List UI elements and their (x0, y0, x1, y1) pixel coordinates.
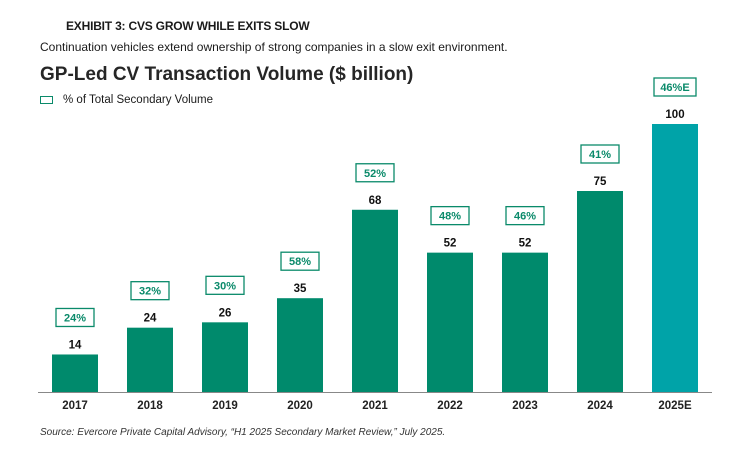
pct-box-2025E (653, 77, 697, 97)
pct-box-2024 (580, 144, 620, 164)
value-label-2025E: 100 (665, 109, 684, 121)
pct-label-2020: 58% (289, 256, 311, 268)
pct-box-2019 (205, 275, 245, 295)
chart-title: GP-Led CV Transaction Volume ($ billion) (40, 64, 414, 85)
x-tick-label-2022: 2022 (437, 400, 463, 412)
x-tick-label-2023: 2023 (512, 400, 538, 412)
source-note: Source: Evercore Private Capital Advisor… (40, 427, 446, 438)
x-tick-label-2020: 2020 (287, 400, 313, 412)
x-tick-label-2025E: 2025E (658, 400, 692, 412)
value-label-2023: 52 (519, 238, 532, 250)
pct-box-2023 (505, 205, 545, 226)
chart-subtitle: Continuation vehicles extend ownership o… (40, 40, 508, 54)
x-tick-label-2024: 2024 (587, 400, 613, 412)
bar-2021 (352, 209, 398, 392)
bar-2019 (202, 322, 248, 392)
value-label-2018: 24 (144, 313, 157, 325)
bar-2017 (52, 354, 98, 392)
value-label-2017: 14 (69, 339, 82, 351)
pct-label-2022: 48% (439, 211, 461, 223)
pct-box-2021 (355, 163, 395, 183)
legend-label: % of Total Secondary Volume (63, 94, 214, 106)
bar-2023 (502, 252, 548, 392)
pct-label-2019: 30% (214, 280, 236, 292)
value-label-2019: 26 (219, 307, 232, 319)
pct-box-2020 (280, 251, 320, 271)
pct-label-2025E: 46%E (660, 82, 689, 94)
legend: % of Total Secondary Volume (40, 94, 213, 106)
x-tick-label-2018: 2018 (137, 400, 163, 412)
bar-2025E (652, 124, 698, 392)
pct-label-2023: 46% (514, 211, 536, 223)
bar-2018 (127, 327, 173, 392)
x-tick-label-2017: 2017 (62, 400, 88, 412)
bar-2020 (277, 298, 323, 392)
pct-box-2018 (130, 281, 170, 301)
value-label-2021: 68 (369, 195, 382, 207)
value-label-2024: 75 (594, 176, 607, 188)
pct-label-2018: 32% (139, 286, 161, 298)
exhibit-label: EXHIBIT 3: CVS GROW WHILE EXITS SLOW (66, 19, 310, 33)
pct-label-2021: 52% (364, 168, 386, 180)
x-tick-label-2021: 2021 (362, 400, 388, 412)
pct-label-2017: 24% (64, 312, 86, 324)
value-label-2022: 52 (444, 238, 457, 250)
pct-box-2022 (430, 205, 470, 226)
legend-swatch (40, 96, 53, 104)
bar-2022 (427, 252, 473, 392)
bar-2024 (577, 191, 623, 392)
pct-label-2024: 41% (589, 149, 611, 161)
pct-box-2017 (55, 307, 95, 328)
value-label-2020: 35 (294, 283, 307, 295)
x-tick-label-2019: 2019 (212, 400, 238, 412)
